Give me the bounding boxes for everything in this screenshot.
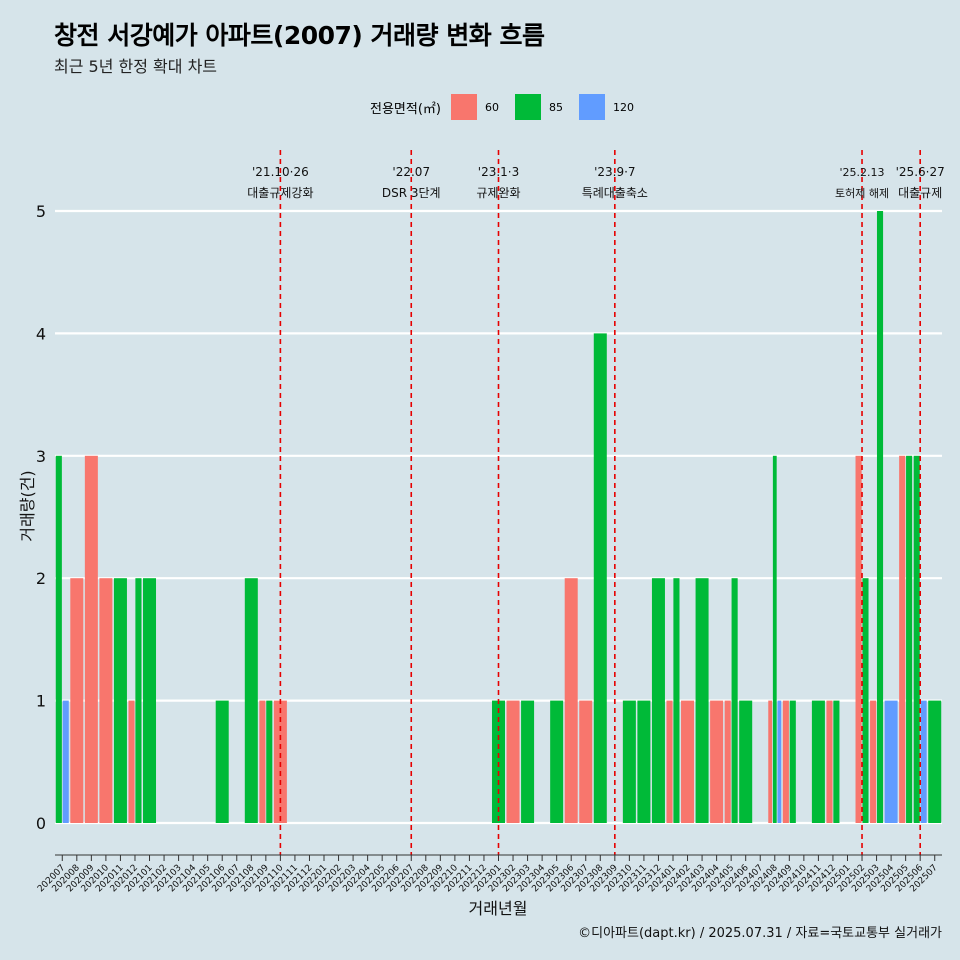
x-axis-title: 거래년월 [469,899,528,918]
legend-swatch [450,94,477,120]
legend-item-85: 85 [514,94,569,120]
bar-60-202502 [855,455,862,823]
bar-60-202306 [564,578,578,823]
bar-85-202106 [215,700,229,823]
chart-subtitle: 최근 5년 한정 확대 차트 [54,57,218,76]
bar-60-202503 [870,700,877,823]
bar-60-202110 [273,700,287,823]
bar-85-202503 [876,211,884,823]
y-tick-label: 3 [36,447,46,466]
event-text-label: 규제완화 [476,186,520,200]
bar-85-202405 [731,578,738,823]
bar-85-202310 [622,700,636,823]
bar-85-202305 [550,700,564,823]
source-caption: ©디아파트(dapt.kr) / 2025.07.31 / 자료=국토교통부 실… [578,926,942,941]
event-text-label: 특례대출축소 [582,186,648,200]
bar-85-202303 [521,700,535,823]
bar-60-202009 [84,455,98,823]
event-date-label: '21.10·26 [252,165,309,179]
bar-60-202307 [579,700,593,823]
bar-85-202412 [833,700,840,823]
y-tick-label: 2 [36,569,46,588]
legend: 전용면적(㎡) 60 85 120 [370,94,650,120]
bar-85-202408 [772,455,777,823]
bar-60-202109 [259,700,266,823]
y-tick-label: 4 [36,324,46,343]
y-axis-title: 거래량(건) [18,470,37,541]
bar-85-202011 [113,578,127,823]
bar-85-202311 [637,700,651,823]
legend-swatch [514,94,541,120]
bar-85-202411 [811,700,825,823]
bar-85-202109 [266,700,273,823]
legend-label: 120 [612,100,634,114]
bar-85-202308 [593,333,607,823]
bar-85-202403 [695,578,709,823]
legend-swatch [578,94,605,120]
bar-60-202409 [782,700,789,823]
legend-title: 전용면적(㎡) [370,101,441,117]
bar-85-202108 [244,578,258,823]
y-tick-label: 1 [36,692,46,711]
chart-title: 창전 서강예가 아파트(2007) 거래량 변화 흐름 [54,21,545,50]
bar-120-202504 [884,700,898,823]
event-text-label: DSR 3단계 [382,186,441,200]
legend-item-120: 120 [578,94,640,120]
event-text-label: 토허제 해제 [835,186,889,200]
event-date-label: '23.9·7 [594,165,635,179]
bar-85-202406 [739,700,753,823]
bar-60-202402 [681,700,695,823]
legend-item-60: 60 [450,94,505,120]
bar-60-202302 [506,700,520,823]
bar-85-202301 [491,700,505,823]
bar-120-202506 [920,700,927,823]
bar-85-202507 [928,700,942,823]
event-date-label: '25.2.13 [840,166,885,179]
bar-85-202505 [906,455,913,823]
bar-85-202506 [913,455,920,823]
bar-120-202007 [62,700,69,823]
event-date-label: '25.6·27 [896,165,945,179]
bar-60-202408 [768,700,773,823]
event-date-label: '22.07 [392,165,430,179]
bar-85-202012 [135,578,142,823]
bar-85-202312 [651,578,665,823]
bar-120-202408 [777,700,782,823]
bar-60-202008 [70,578,84,823]
bar-60-202401 [666,700,673,823]
legend-label: 60 [484,100,499,114]
y-tick-label: 5 [36,202,46,221]
bar-85-202502 [862,578,869,823]
bar-85-202007 [55,455,62,823]
bar-60-202412 [826,700,833,823]
event-text-label: 대출규제 [898,186,942,200]
bar-85-202401 [673,578,680,823]
bar-85-202101 [143,578,157,823]
bar-60-202012 [128,700,135,823]
bar-60-202404 [710,700,724,823]
bar-60-202010 [99,578,113,823]
bar-85-202409 [789,700,796,823]
y-tick-label: 0 [36,814,46,833]
legend-label: 85 [548,100,563,114]
event-date-label: '23.1·3 [478,165,519,179]
bar-60-202405 [724,700,731,823]
event-text-label: 대출규제강화 [247,186,313,200]
bar-60-202505 [899,455,906,823]
